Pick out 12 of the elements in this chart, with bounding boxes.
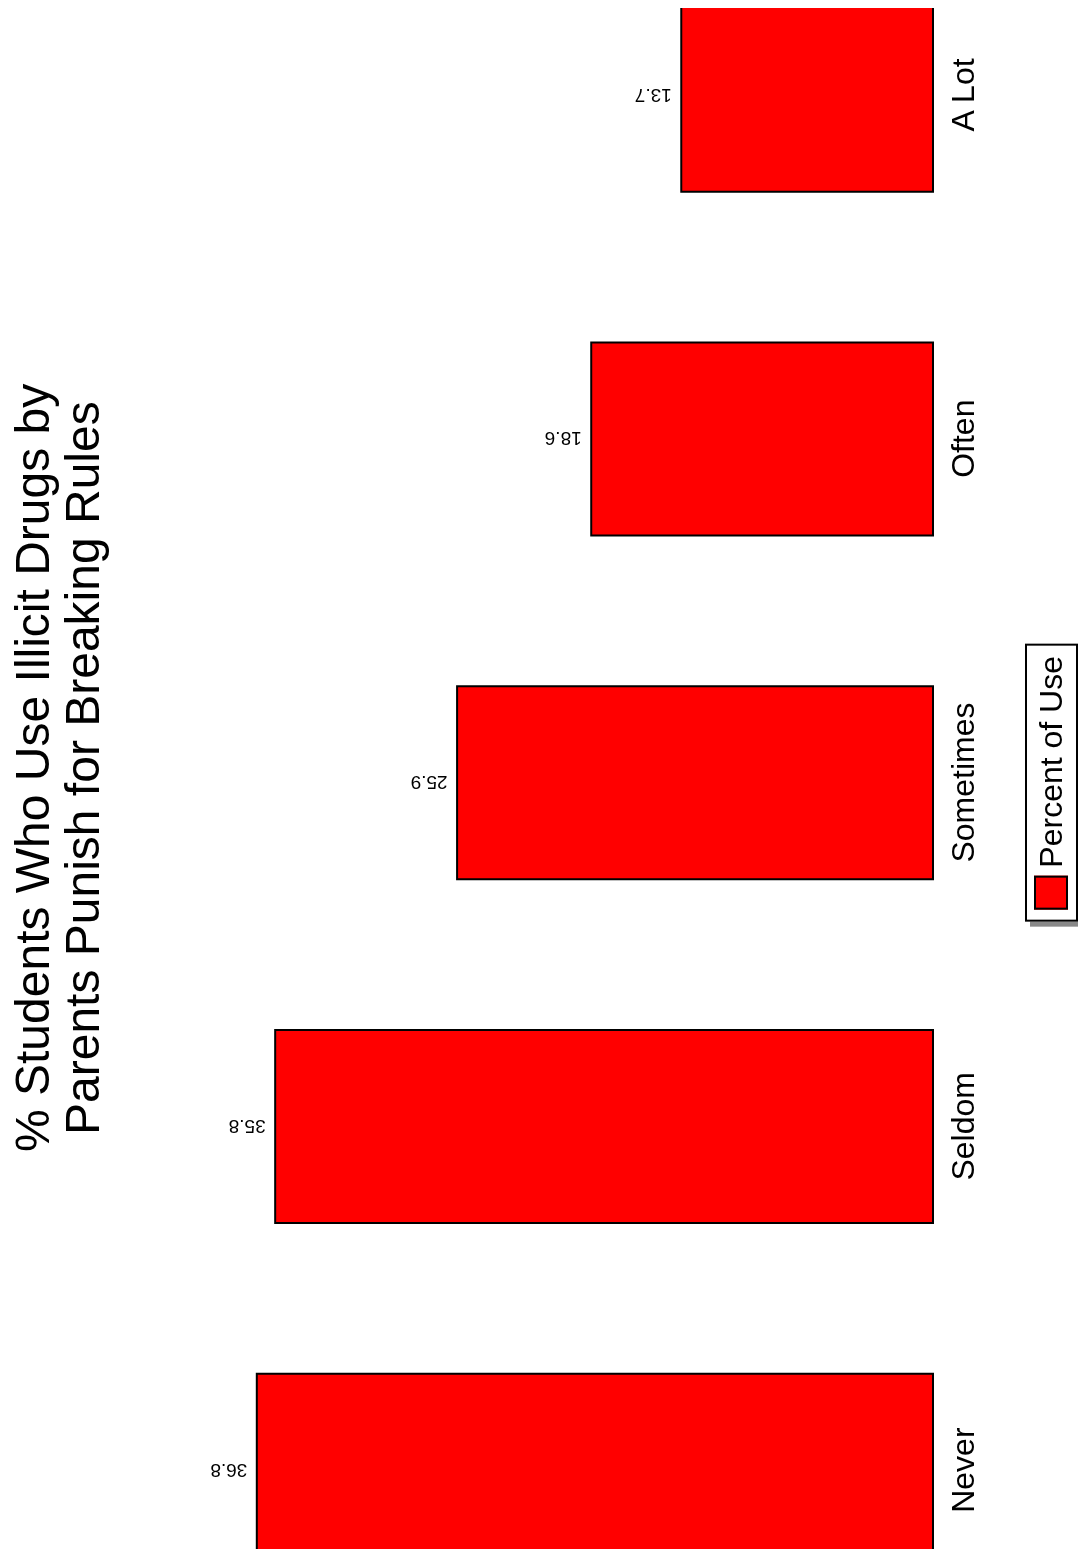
data-label: 36.8 xyxy=(210,1459,248,1481)
text: % Students Who Use Illicit Drugs by Parents Punish for Breaking Rules xyxy=(6,382,109,1155)
y-tick-label: A Lot xyxy=(945,58,981,132)
text: Percent of Use xyxy=(1033,655,1070,868)
data-label: 25.9 xyxy=(410,772,448,794)
y-tick-label: Often xyxy=(945,399,981,478)
y-tick-label: Sometimes xyxy=(945,702,981,863)
y-tick-label: Never xyxy=(945,1427,981,1513)
data-label: 18.6 xyxy=(544,428,582,450)
data-label: 35.8 xyxy=(228,1116,266,1138)
data-label: 13.7 xyxy=(634,84,672,106)
y-tick-label: Seldom xyxy=(945,1072,981,1181)
